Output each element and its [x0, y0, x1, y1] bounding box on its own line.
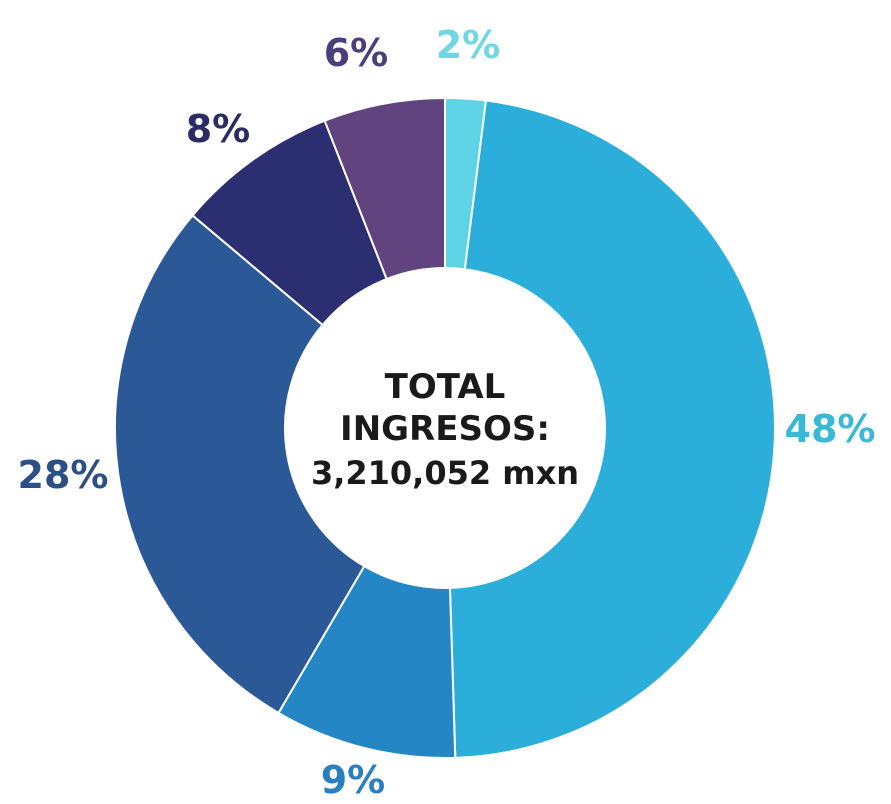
- center-label-line1: TOTAL: [385, 367, 506, 407]
- donut-hole: [285, 268, 605, 588]
- slice-label-9pct: 9%: [321, 758, 386, 802]
- slice-label-2pct: 2%: [436, 23, 501, 67]
- center-label-line2: INGRESOS:: [340, 409, 550, 449]
- donut-slices: [114, 96, 776, 759]
- slice-label-48pct: 48%: [785, 407, 876, 451]
- slice-labels: 2% 48% 9% 28% 8% 6%: [18, 23, 876, 802]
- slice-label-28pct: 28%: [18, 453, 109, 497]
- center-label-total: 3,210,052 mxn: [311, 454, 579, 492]
- slice-label-8pct: 8%: [186, 107, 251, 151]
- slice-label-6pct: 6%: [324, 31, 389, 75]
